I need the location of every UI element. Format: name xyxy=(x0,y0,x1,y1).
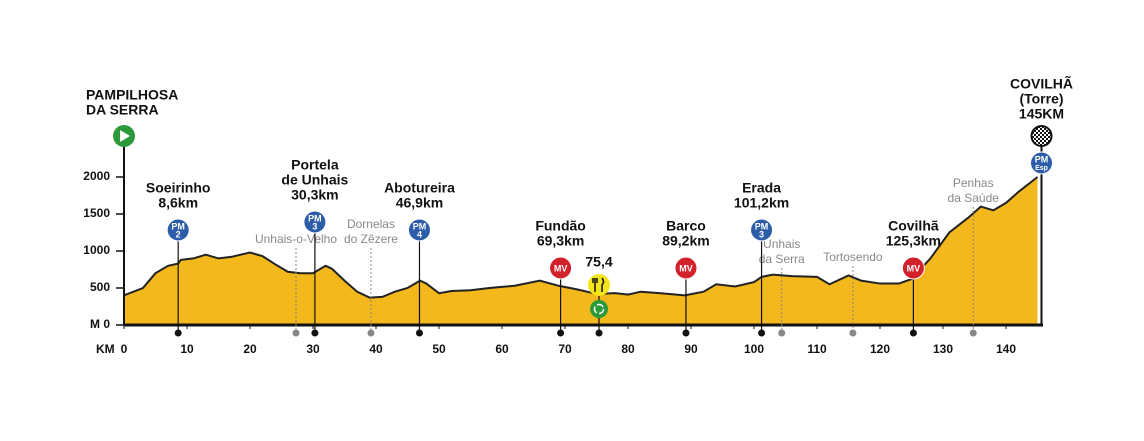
label-line: Unhais xyxy=(763,237,800,251)
label-line: COVILHÃ xyxy=(1010,75,1073,92)
label-line: (Torre) xyxy=(1019,91,1063,107)
badge-text: 3 xyxy=(759,229,764,239)
town-dot xyxy=(969,329,977,337)
town-dot xyxy=(849,329,857,337)
badge xyxy=(674,256,698,280)
x-tick-label: 130 xyxy=(933,342,953,356)
label-line: Barco xyxy=(666,218,706,234)
badge-text: MV xyxy=(679,263,693,273)
feed-label: 75,4 xyxy=(585,254,612,270)
label-line: do Zêzere xyxy=(344,232,398,246)
badge-text: PM xyxy=(1035,154,1049,164)
label-line: 101,2km xyxy=(734,195,789,211)
y-tick-label: 2000 xyxy=(83,169,110,183)
badge-text: MV xyxy=(554,263,568,273)
badge xyxy=(407,218,431,242)
feed-icon xyxy=(588,274,611,296)
x-tick-label: 70 xyxy=(558,342,572,356)
label-line: 125,3km xyxy=(886,233,941,249)
badge xyxy=(901,256,925,280)
label-line: Abotureira xyxy=(384,180,455,196)
y-tick-label: 1000 xyxy=(83,243,110,257)
label-line: Penhas xyxy=(953,176,994,190)
badge xyxy=(303,210,327,234)
badge-text: PM xyxy=(413,221,427,231)
finish-badge xyxy=(1030,151,1053,175)
point-dot xyxy=(311,329,319,337)
x-tick-label: 50 xyxy=(432,342,446,356)
badge-text: 4 xyxy=(417,229,422,239)
y-tick-label: 1500 xyxy=(83,206,110,220)
x-tick-label: 60 xyxy=(495,342,509,356)
town-dot xyxy=(292,329,300,337)
x-tick-label: 140 xyxy=(996,342,1016,356)
label-line: Dornelas xyxy=(347,217,395,231)
area-fill xyxy=(124,177,1038,325)
x-tick-label: 80 xyxy=(621,342,635,356)
badge-text: 3 xyxy=(312,221,317,231)
point-dot xyxy=(174,329,182,337)
badge-text: PM xyxy=(308,213,322,223)
x-tick-label: 10 xyxy=(180,342,194,356)
finish-icon xyxy=(1030,125,1053,147)
recycle-ring xyxy=(593,303,605,315)
label-line: 69,3km xyxy=(537,233,584,249)
label-line: DA SERRA xyxy=(86,102,159,118)
fork-knife xyxy=(592,277,605,292)
label-line: de Unhais xyxy=(281,172,348,188)
label-line: da Serra xyxy=(759,252,805,266)
label-line: PAMPILHOSA xyxy=(86,87,178,103)
label-line: 89,2km xyxy=(662,233,709,249)
label-line: da Saúde xyxy=(948,191,1000,205)
label-line: 30,3km xyxy=(291,187,338,203)
badge-text: Esp xyxy=(1035,165,1048,172)
point-dot xyxy=(758,329,766,337)
point-dot xyxy=(415,329,423,337)
start-arrow xyxy=(120,130,130,142)
town-dot xyxy=(778,329,786,337)
badge xyxy=(166,218,190,242)
x-tick-label: 40 xyxy=(369,342,383,356)
label-line: Covilhã xyxy=(888,218,939,234)
profile-line xyxy=(123,176,1039,299)
x-axis-label: KM xyxy=(96,342,115,356)
label-line: 8,6km xyxy=(158,195,198,211)
x-tick-label: 100 xyxy=(744,342,764,356)
x-tick-label: 0 xyxy=(121,342,128,356)
badge xyxy=(549,256,573,280)
label-line: 46,9km xyxy=(396,195,443,211)
point-dot xyxy=(682,329,690,337)
badge-text: MV xyxy=(907,263,921,273)
badge xyxy=(750,218,774,242)
label-line: Erada xyxy=(742,180,781,196)
point-dot xyxy=(909,329,917,337)
label-line: Portela xyxy=(291,157,339,173)
badge-text: PM xyxy=(755,221,769,231)
recycle-icon xyxy=(590,300,609,318)
y-tick-label: 500 xyxy=(90,280,110,294)
label-line: 145KM xyxy=(1019,106,1064,122)
label-line: Unhais-o-Velho xyxy=(255,232,337,246)
x-tick-label: 20 xyxy=(243,342,257,356)
label-line: Tortosendo xyxy=(823,250,883,264)
town-dot xyxy=(367,329,375,337)
x-tick-label: 30 xyxy=(306,342,320,356)
badge-text: PM xyxy=(171,221,185,231)
x-tick-label: 90 xyxy=(684,342,698,356)
x-tick-label: 110 xyxy=(807,342,827,356)
y-tick-label: M 0 xyxy=(90,317,110,331)
label-line: Fundão xyxy=(535,218,586,234)
x-tick-label: 120 xyxy=(870,342,890,356)
label-line: Soeirinho xyxy=(146,180,211,196)
feed-dot xyxy=(595,329,603,337)
point-dot xyxy=(557,329,565,337)
badge-text: 2 xyxy=(176,229,181,239)
